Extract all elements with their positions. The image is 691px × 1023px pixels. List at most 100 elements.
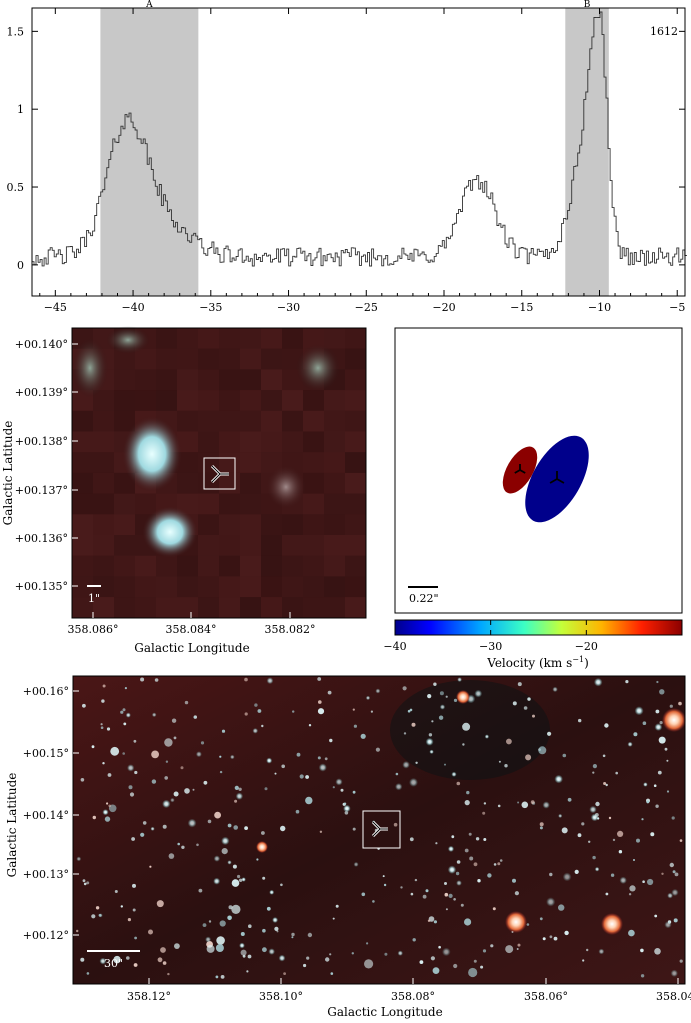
- image-pixel: [93, 410, 114, 432]
- image-pixel: [261, 576, 282, 598]
- star-blob: [266, 465, 306, 509]
- star: [539, 822, 544, 827]
- star: [227, 915, 232, 921]
- image-pixel: [72, 452, 93, 473]
- image-pixel: [282, 576, 303, 598]
- star: [364, 959, 374, 969]
- image-pixel: [240, 369, 261, 391]
- star: [317, 677, 322, 681]
- star: [498, 760, 501, 763]
- image-pixel: [240, 472, 261, 494]
- wide-y-axis-label: Galactic Latitude: [5, 773, 19, 878]
- star: [589, 805, 597, 814]
- star: [448, 893, 453, 898]
- star: [552, 686, 558, 693]
- star: [231, 904, 241, 914]
- image-pixel: [261, 597, 282, 618]
- star: [86, 972, 90, 975]
- image-pixel: [240, 328, 261, 349]
- star: [132, 908, 136, 912]
- star: [375, 688, 381, 694]
- star: [335, 778, 343, 786]
- image-pixel: [282, 597, 303, 618]
- y-tick-label: +00.139°: [15, 386, 68, 399]
- star: [514, 891, 520, 896]
- star: [669, 862, 674, 868]
- star: [248, 924, 252, 928]
- star: [430, 956, 435, 961]
- image-pixel: [303, 472, 324, 494]
- star: [372, 900, 375, 903]
- image-pixel: [219, 452, 240, 473]
- star: [505, 945, 514, 954]
- image-pixel: [177, 410, 198, 432]
- image-pixel: [324, 535, 345, 556]
- image-pixel: [156, 328, 177, 349]
- star: [228, 905, 233, 910]
- image-pixel: [324, 555, 345, 577]
- y-tick-label: +00.12°: [23, 929, 69, 942]
- image-pixel: [282, 328, 303, 349]
- star: [615, 771, 618, 775]
- image-pixel: [135, 555, 156, 577]
- star: [164, 738, 173, 747]
- star: [151, 779, 157, 784]
- image-pixel: [345, 452, 366, 473]
- image-pixel: [240, 597, 261, 618]
- star: [598, 948, 605, 955]
- star: [261, 831, 265, 835]
- image-pixel: [345, 493, 366, 515]
- star: [425, 737, 434, 746]
- star: [516, 948, 519, 950]
- star: [324, 757, 328, 761]
- star: [567, 797, 572, 802]
- x-tick-label: −25: [355, 301, 378, 314]
- star: [291, 932, 295, 937]
- star: [625, 680, 629, 684]
- image-pixel: [303, 390, 324, 411]
- image-pixel: [240, 514, 261, 535]
- star: [317, 708, 325, 715]
- star: [156, 900, 164, 908]
- star: [353, 724, 357, 728]
- star: [142, 821, 147, 825]
- star: [151, 712, 157, 718]
- image-pixel: [177, 328, 198, 349]
- star: [664, 921, 672, 929]
- bright-red-star: [601, 913, 623, 935]
- star: [231, 879, 240, 887]
- star: [91, 914, 96, 919]
- star: [679, 839, 683, 842]
- star: [307, 932, 313, 938]
- star: [335, 904, 339, 908]
- image-pixel: [303, 328, 324, 349]
- star: [91, 745, 95, 749]
- star: [453, 898, 456, 901]
- star: [80, 778, 85, 782]
- star: [266, 677, 274, 685]
- star: [444, 882, 447, 885]
- image-pixel: [93, 452, 114, 473]
- star: [308, 724, 312, 727]
- star: [306, 956, 310, 960]
- star: [654, 948, 661, 955]
- star: [280, 825, 286, 832]
- star: [640, 974, 645, 978]
- star: [180, 766, 184, 770]
- star: [120, 710, 124, 714]
- star: [594, 866, 600, 872]
- star: [439, 704, 446, 710]
- y-tick-label: 1: [17, 103, 24, 116]
- star: [395, 783, 403, 791]
- star: [667, 892, 673, 899]
- star: [628, 929, 635, 937]
- image-pixel: [261, 369, 282, 391]
- star: [274, 772, 277, 775]
- star: [564, 930, 569, 936]
- star: [445, 695, 448, 698]
- star: [641, 818, 644, 821]
- image-pixel: [219, 472, 240, 494]
- star: [562, 872, 572, 882]
- colorbar-tick-label: −40: [383, 640, 406, 653]
- image-pixel: [240, 410, 261, 432]
